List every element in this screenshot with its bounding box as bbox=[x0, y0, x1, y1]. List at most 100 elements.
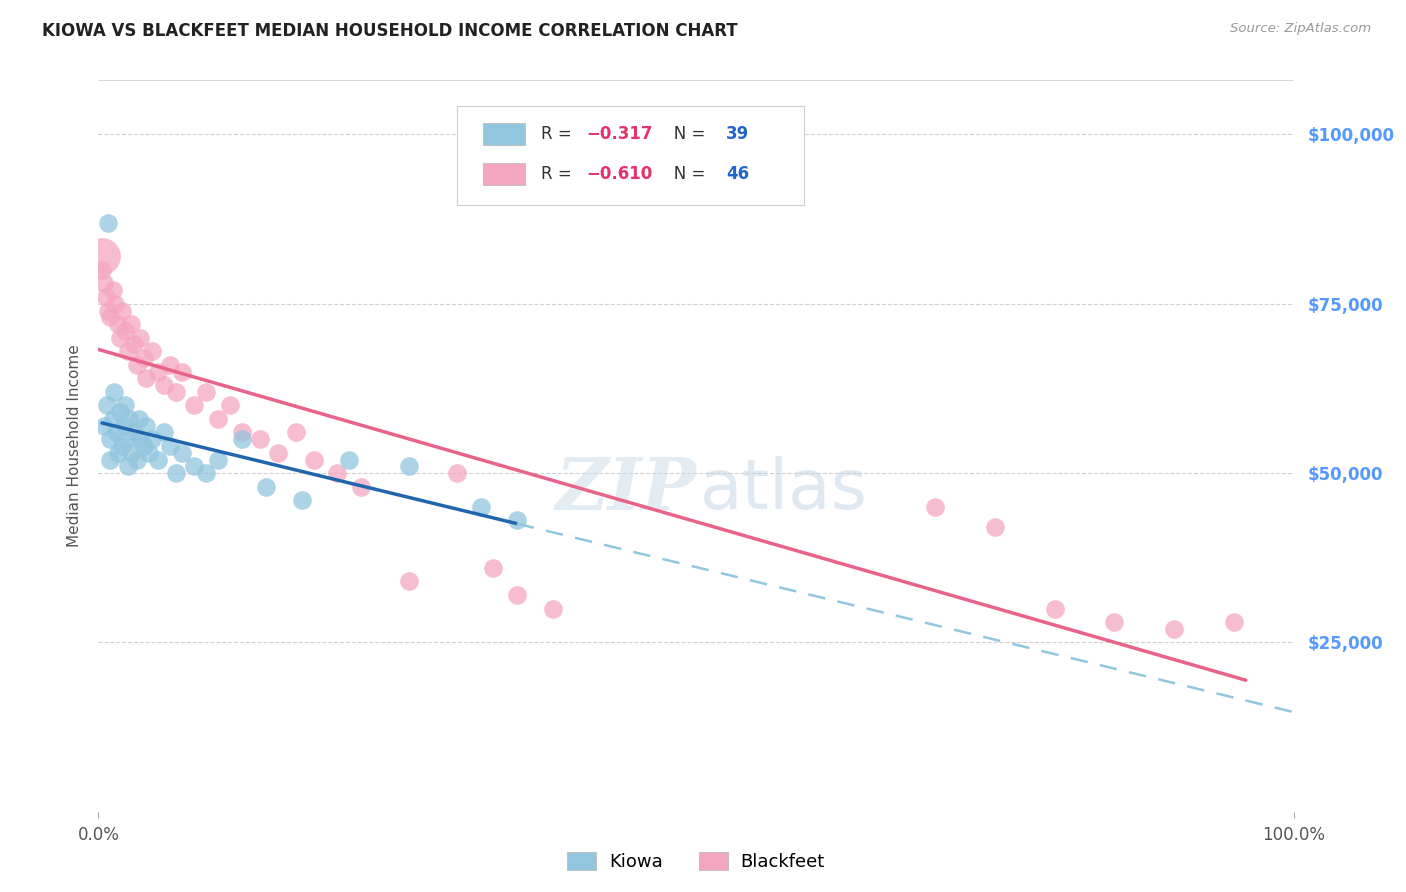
Point bbox=[541, 601, 564, 615]
Y-axis label: Median Household Income: Median Household Income bbox=[66, 344, 82, 548]
Point bbox=[506, 588, 529, 602]
Text: 39: 39 bbox=[725, 126, 749, 144]
Point bbox=[118, 412, 141, 426]
Point bbox=[101, 412, 124, 426]
Point bbox=[129, 432, 152, 446]
Point bbox=[108, 405, 131, 419]
Point bbox=[291, 493, 314, 508]
Point bbox=[153, 378, 176, 392]
Point bbox=[91, 249, 114, 263]
Text: ZIP: ZIP bbox=[555, 454, 696, 525]
Point bbox=[398, 459, 420, 474]
Point bbox=[165, 466, 187, 480]
Point bbox=[148, 364, 170, 378]
Point bbox=[120, 317, 142, 331]
Point bbox=[98, 452, 122, 467]
Point bbox=[129, 331, 152, 345]
Text: −0.317: −0.317 bbox=[586, 126, 652, 144]
Point bbox=[506, 514, 529, 528]
Point bbox=[114, 398, 136, 412]
Text: R =: R = bbox=[540, 126, 576, 144]
Point bbox=[135, 371, 157, 385]
Point bbox=[284, 425, 307, 440]
Point bbox=[159, 358, 181, 372]
Point bbox=[267, 446, 290, 460]
Point bbox=[91, 263, 114, 277]
Point bbox=[114, 324, 136, 338]
Text: KIOWA VS BLACKFEET MEDIAN HOUSEHOLD INCOME CORRELATION CHART: KIOWA VS BLACKFEET MEDIAN HOUSEHOLD INCO… bbox=[42, 22, 738, 40]
Point bbox=[1222, 615, 1246, 629]
Point bbox=[125, 452, 148, 467]
Point bbox=[112, 418, 135, 433]
Point bbox=[141, 344, 163, 359]
Point bbox=[984, 520, 1007, 534]
Point bbox=[128, 412, 150, 426]
Point bbox=[132, 351, 155, 365]
Point bbox=[339, 452, 360, 467]
Point bbox=[924, 500, 946, 514]
Text: N =: N = bbox=[658, 126, 710, 144]
Point bbox=[104, 297, 127, 311]
Point bbox=[94, 290, 117, 304]
Point bbox=[141, 432, 163, 446]
FancyBboxPatch shape bbox=[457, 106, 804, 204]
Point bbox=[183, 459, 205, 474]
Point bbox=[121, 446, 143, 460]
Point bbox=[107, 317, 129, 331]
Point bbox=[194, 466, 218, 480]
Point bbox=[108, 331, 131, 345]
Point bbox=[105, 425, 128, 440]
Point bbox=[103, 384, 125, 399]
Point bbox=[132, 439, 155, 453]
Point bbox=[172, 446, 194, 460]
Point bbox=[111, 439, 134, 453]
Point bbox=[98, 432, 122, 446]
Point bbox=[183, 398, 205, 412]
Point bbox=[398, 574, 420, 589]
Point bbox=[96, 398, 118, 412]
Text: N =: N = bbox=[658, 165, 710, 183]
Point bbox=[111, 303, 134, 318]
Point bbox=[153, 425, 176, 440]
Text: −0.610: −0.610 bbox=[586, 165, 652, 183]
Point bbox=[1102, 615, 1125, 629]
Point bbox=[172, 364, 194, 378]
Text: atlas: atlas bbox=[700, 457, 868, 524]
Point bbox=[1043, 601, 1066, 615]
Point bbox=[1163, 622, 1185, 636]
Point bbox=[470, 500, 492, 514]
Point bbox=[124, 425, 146, 440]
Text: Source: ZipAtlas.com: Source: ZipAtlas.com bbox=[1230, 22, 1371, 36]
Point bbox=[97, 215, 120, 229]
Point bbox=[117, 459, 139, 474]
Point bbox=[249, 432, 271, 446]
FancyBboxPatch shape bbox=[484, 123, 524, 145]
Point bbox=[115, 432, 138, 446]
Point bbox=[97, 303, 120, 318]
Point bbox=[135, 418, 157, 433]
Point bbox=[117, 344, 139, 359]
Point bbox=[107, 446, 129, 460]
Point bbox=[165, 384, 187, 399]
Legend: Kiowa, Blackfeet: Kiowa, Blackfeet bbox=[560, 845, 832, 879]
Point bbox=[231, 425, 253, 440]
Point bbox=[326, 466, 349, 480]
Point bbox=[446, 466, 468, 480]
Text: R =: R = bbox=[540, 165, 576, 183]
Point bbox=[207, 412, 229, 426]
Point bbox=[98, 310, 122, 325]
Point bbox=[231, 432, 253, 446]
Point bbox=[93, 418, 115, 433]
Point bbox=[125, 358, 148, 372]
Point bbox=[481, 561, 505, 575]
Point bbox=[124, 337, 146, 351]
Point bbox=[207, 452, 229, 467]
Point bbox=[93, 277, 115, 291]
Point bbox=[159, 439, 181, 453]
Point bbox=[350, 480, 373, 494]
Point bbox=[148, 452, 170, 467]
FancyBboxPatch shape bbox=[484, 163, 524, 185]
Point bbox=[138, 446, 160, 460]
Point bbox=[219, 398, 242, 412]
Point bbox=[302, 452, 325, 467]
